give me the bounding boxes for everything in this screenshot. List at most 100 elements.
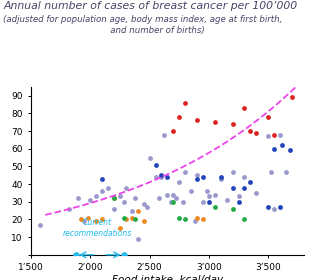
Point — [201, 200, 206, 204]
Point — [195, 173, 200, 178]
Point — [266, 115, 271, 119]
Point — [212, 120, 217, 124]
Point — [145, 205, 150, 209]
Point — [100, 217, 105, 222]
Point — [141, 219, 146, 223]
Point — [201, 217, 206, 222]
Point — [88, 198, 93, 202]
Point — [224, 198, 229, 202]
Point — [277, 205, 282, 209]
Point — [123, 217, 128, 222]
Point — [171, 192, 176, 197]
Point — [82, 219, 87, 223]
Point — [266, 205, 271, 209]
Point — [218, 175, 223, 179]
Point — [112, 196, 117, 200]
Point — [129, 215, 134, 220]
Point — [112, 196, 117, 200]
Point — [180, 200, 185, 204]
Point — [86, 215, 91, 220]
Point — [230, 169, 235, 174]
Point — [218, 176, 223, 181]
Point — [189, 189, 194, 193]
Point — [280, 143, 285, 147]
Point — [121, 215, 126, 220]
Point — [165, 192, 170, 197]
Point — [272, 146, 277, 151]
Text: Annual number of cases of breast cancer per 100’000: Annual number of cases of breast cancer … — [3, 1, 297, 11]
Point — [171, 200, 176, 204]
Point — [78, 217, 83, 222]
Text: Current
recommendations: Current recommendations — [63, 218, 132, 238]
Point — [230, 185, 235, 190]
Point — [254, 191, 259, 195]
Point — [242, 185, 247, 190]
Point — [129, 208, 134, 213]
Point — [212, 192, 217, 197]
Point — [165, 175, 170, 179]
Point — [121, 200, 126, 204]
Point — [290, 95, 294, 100]
Point — [177, 215, 182, 220]
Point — [168, 200, 173, 204]
Point — [133, 196, 138, 200]
Point — [248, 129, 253, 133]
Point — [173, 196, 178, 200]
Point — [117, 194, 122, 199]
Point — [73, 253, 78, 257]
Point — [159, 173, 164, 178]
Point — [206, 200, 211, 204]
Point — [38, 223, 43, 227]
Point — [272, 207, 277, 211]
Point — [100, 189, 105, 193]
Point — [159, 175, 164, 179]
Point — [195, 215, 200, 220]
Point — [112, 207, 117, 211]
Point — [272, 132, 277, 137]
Point — [236, 194, 241, 199]
Point — [212, 205, 217, 209]
Point — [157, 196, 162, 200]
Point — [177, 180, 182, 185]
Point — [121, 253, 126, 257]
Point — [266, 134, 271, 139]
Point — [268, 169, 273, 174]
Point — [106, 185, 111, 190]
Point — [206, 194, 211, 199]
Point — [230, 207, 235, 211]
Point — [133, 217, 138, 222]
Point — [254, 130, 259, 135]
Point — [147, 155, 152, 160]
Point — [100, 176, 105, 181]
Point — [94, 194, 99, 199]
Point — [192, 219, 197, 223]
Point — [287, 148, 292, 153]
Point — [162, 132, 166, 137]
Point — [76, 196, 81, 200]
Point — [177, 115, 182, 119]
Point — [183, 101, 188, 105]
Point — [66, 207, 71, 211]
Point — [277, 132, 282, 137]
Point — [123, 185, 128, 190]
Point — [135, 237, 140, 241]
Point — [284, 169, 289, 174]
Point — [201, 175, 206, 179]
Point — [195, 176, 200, 181]
Point — [153, 162, 158, 167]
Point — [94, 219, 99, 223]
X-axis label: Food intake, kcal/day: Food intake, kcal/day — [112, 275, 223, 280]
Point — [242, 175, 247, 179]
Point — [135, 208, 140, 213]
Point — [248, 180, 253, 185]
Point — [242, 217, 247, 222]
Point — [230, 122, 235, 126]
Point — [141, 201, 146, 206]
Text: and number of births): and number of births) — [3, 26, 205, 35]
Point — [195, 118, 200, 123]
Point — [117, 226, 122, 230]
Point — [236, 200, 241, 204]
Text: (adjusted for population age, body mass index, age at first birth,: (adjusted for population age, body mass … — [3, 15, 282, 24]
Point — [171, 129, 176, 133]
Point — [204, 189, 209, 193]
